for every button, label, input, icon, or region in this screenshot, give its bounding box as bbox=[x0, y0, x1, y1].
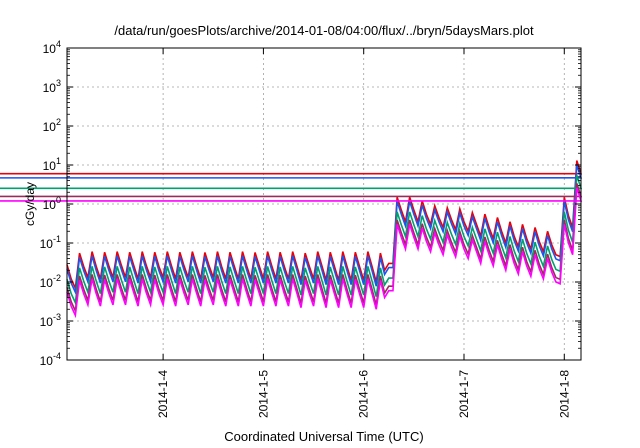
y-tick-label: 104 bbox=[43, 39, 61, 56]
x-tick-label: 2014-1-8 bbox=[557, 370, 571, 418]
x-axis: 2014-1-4 2014-1-5 2014-1-6 2014-1-7 2014-1-8 bbox=[156, 48, 571, 418]
x-tick-label: 2014-1-4 bbox=[156, 370, 170, 418]
y-tick-label: 10-4 bbox=[40, 351, 61, 368]
x-axis-label: Coordinated Universal Time (UTC) bbox=[224, 429, 423, 444]
chart-title: /data/run/goesPlots/archive/2014-01-08/0… bbox=[114, 23, 534, 38]
series-line bbox=[0, 175, 583, 306]
y-tick-label: 101 bbox=[43, 156, 61, 173]
y-tick-label: 103 bbox=[43, 78, 61, 95]
x-tick-label: 2014-1-6 bbox=[357, 370, 371, 418]
series-line bbox=[0, 187, 583, 319]
grid bbox=[67, 48, 581, 360]
y-tick-label: 10-2 bbox=[40, 273, 61, 290]
y-tick-label: 10-3 bbox=[40, 312, 61, 329]
series-line bbox=[0, 164, 583, 296]
y-axis: 10-4 10-3 10-2 10-1 100 101 102 103 104 bbox=[40, 39, 581, 368]
y-tick-label: 102 bbox=[43, 117, 61, 134]
y-tick-label: 10-1 bbox=[40, 234, 61, 251]
x-tick-label: 2014-1-7 bbox=[457, 370, 471, 418]
y-axis-label: cGy/day bbox=[23, 182, 37, 226]
series-lines bbox=[0, 160, 583, 319]
x-tick-label: 2014-1-5 bbox=[256, 370, 270, 418]
y-tick-label: 100 bbox=[43, 195, 61, 212]
